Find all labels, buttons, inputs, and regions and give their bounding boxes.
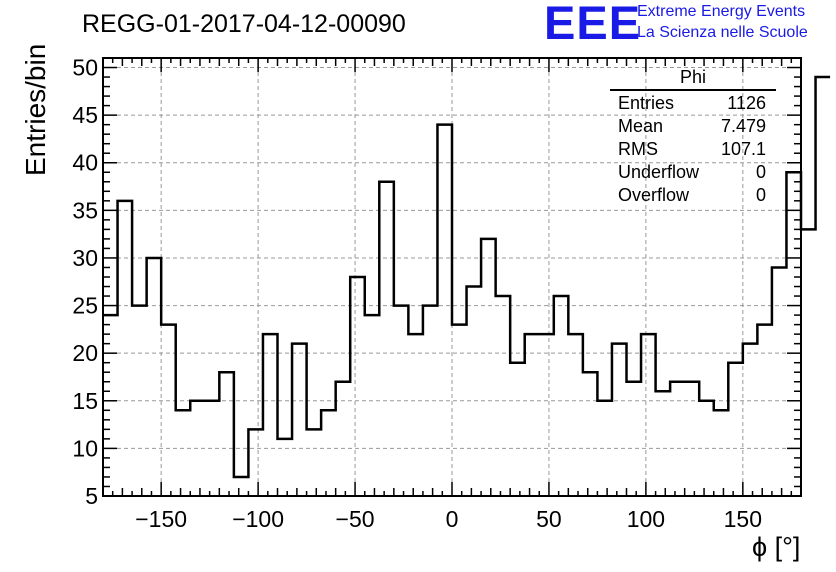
logo-line-1: Extreme Energy Events [637, 3, 806, 20]
eee-logo: EEE [544, 0, 642, 49]
y-tick-label: 5 [85, 483, 98, 509]
stats-row-mean: Mean 7.479 [610, 116, 776, 139]
histogram-outline [103, 75, 831, 479]
x-tick-label: −50 [336, 506, 375, 532]
x-tick-label: 0 [446, 506, 459, 532]
x-tick-label: −150 [135, 506, 187, 532]
axis-ticks [103, 57, 801, 496]
stats-row-underflow: Underflow 0 [610, 162, 776, 185]
stats-label: RMS [618, 139, 658, 159]
y-axis-label: Entries/bin [20, 43, 51, 176]
stats-box: Phi Entries 1126 Mean 7.479 RMS 107.1 Un… [610, 67, 776, 208]
x-tick-label: 50 [536, 506, 562, 532]
stats-title: Phi [610, 67, 776, 91]
y-tick-labels: 5 10 15 20 25 30 35 40 45 50 [72, 55, 98, 509]
stats-label: Mean [618, 116, 664, 136]
stats-row-overflow: Overflow 0 [610, 185, 776, 208]
stats-label: Underflow [618, 162, 700, 182]
stats-row-rms: RMS 107.1 [610, 139, 776, 162]
x-tick-label: 100 [627, 506, 665, 532]
y-tick-label: 10 [72, 435, 98, 461]
y-tick-label: 30 [72, 245, 98, 271]
y-tick-label: 35 [72, 197, 98, 223]
y-tick-label: 50 [72, 55, 98, 81]
stats-value: 7.479 [720, 116, 766, 136]
stats-value: 1126 [727, 93, 766, 113]
y-tick-label: 20 [72, 340, 98, 366]
stats-row-entries: Entries 1126 [610, 93, 776, 116]
stats-value: 107.1 [720, 139, 766, 159]
stats-value: 0 [755, 185, 766, 205]
x-tick-label: −100 [232, 506, 284, 532]
y-tick-label: 25 [72, 293, 98, 319]
x-tick-label: 150 [724, 506, 762, 532]
x-axis-label: ϕ [°] [752, 532, 801, 562]
grid-lines [103, 58, 801, 497]
y-tick-label: 40 [72, 150, 98, 176]
y-tick-label: 45 [72, 102, 98, 128]
stats-value: 0 [755, 162, 766, 182]
stats-label: Entries [618, 93, 675, 113]
y-tick-label: 15 [72, 388, 98, 414]
stats-label: Overflow [618, 185, 690, 205]
chart-title: REGG-01-2017-04-12-00090 [82, 10, 406, 38]
x-tick-labels: −150 −100 −50 0 50 100 150 [135, 506, 762, 532]
logo-line-2: La Scienza nelle Scuole [637, 24, 808, 41]
